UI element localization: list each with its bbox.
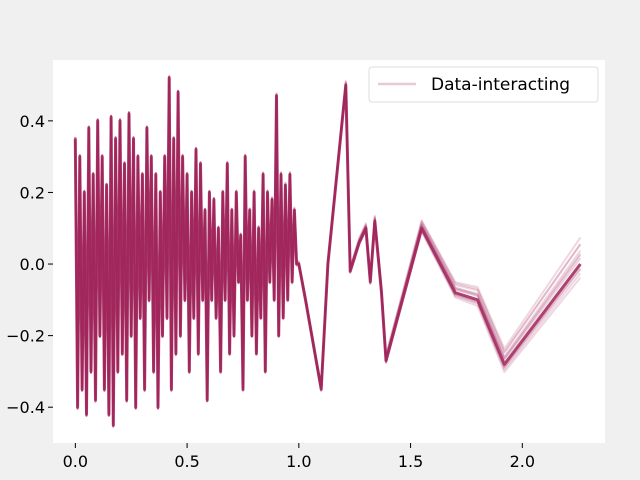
x-tick-label: 1.5 xyxy=(398,452,423,471)
y-tick-label: 0.0 xyxy=(20,255,45,274)
x-tick-label: 0.5 xyxy=(174,452,199,471)
y-tick-label: −0.2 xyxy=(6,327,45,346)
legend: Data-interacting xyxy=(368,66,599,103)
x-axis: 0.0 0.5 1.0 1.5 2.0 xyxy=(63,443,535,471)
y-tick-label: 0.2 xyxy=(20,183,45,202)
y-axis: −0.4 −0.2 0.0 0.2 0.4 xyxy=(6,112,53,417)
x-tick-label: 2.0 xyxy=(510,452,535,471)
y-tick-label: −0.4 xyxy=(6,398,45,417)
series-layer xyxy=(73,75,582,428)
legend-box xyxy=(368,66,599,103)
legend-label: Data-interacting xyxy=(431,75,570,95)
y-tick-label: 0.4 xyxy=(20,112,45,131)
series-line xyxy=(73,76,582,427)
x-tick-label: 0.0 xyxy=(63,452,88,471)
x-tick-label: 1.0 xyxy=(286,452,311,471)
